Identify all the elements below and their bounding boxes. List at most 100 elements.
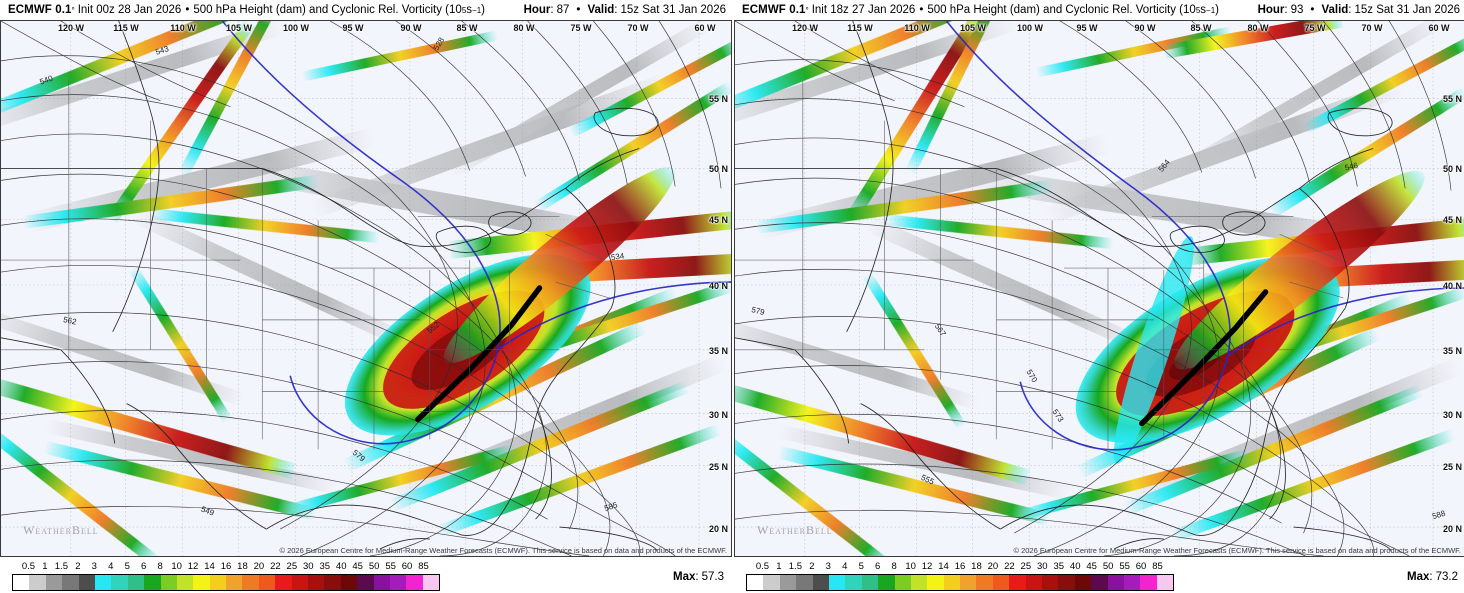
colorbar-tick-label: 2 [75, 561, 81, 572]
svg-text:543: 543 [154, 44, 170, 57]
colorbar-swatch [62, 575, 79, 590]
colorbar-tick-label: 55 [1119, 561, 1130, 572]
colorbar-swatch [1156, 575, 1174, 590]
header-validity-left: Hour: 87 • Valid: 15z Sat 31 Jan 2026 [523, 4, 727, 16]
field-description-label: 500 hPa Height (dam) and Cyclonic Rel. V… [193, 4, 462, 16]
colorbar-swatch [747, 575, 764, 590]
colorbar-swatch [406, 575, 423, 590]
field-unit: s [1200, 4, 1207, 16]
init-time-label: Init 00z 28 Jan 2026 [77, 4, 182, 16]
colorbar-swatch [373, 575, 390, 590]
colorbar-tick-label: 16 [954, 561, 966, 572]
colorbar-swatch [976, 575, 993, 590]
colorbar-tick-label: 8 [157, 561, 163, 572]
colorbar-tick-label: 14 [938, 561, 949, 572]
colorbar-tick-label: 60 [1135, 561, 1147, 572]
valid-label: Valid [587, 4, 615, 16]
valid-value: 15z Sat 31 Jan 2026 [620, 4, 727, 16]
colorbar-tick-label: 4 [842, 561, 848, 572]
colorbar-tick-label: 25 [1020, 561, 1032, 572]
colorbar-tick-label: 0.5 [21, 561, 36, 572]
header-title-left: ECMWF 0.1 ° Init 00z 28 Jan 2026 • 500 hP… [8, 4, 485, 16]
colorbar-tick-label: 6 [141, 561, 147, 572]
field-paren-close: ) [1215, 4, 1219, 16]
colorbar-swatch [94, 575, 112, 590]
hour-value: 87 [556, 4, 570, 16]
colorbar-swatch [1058, 575, 1075, 590]
valid-label: Valid [1321, 4, 1349, 16]
colorbar-swatch [894, 575, 911, 590]
colorbar-swatch [1107, 575, 1124, 590]
colorbar-tick-label: 85 [418, 561, 429, 572]
colorbar-tick-label: 50 [368, 561, 380, 572]
colorbar-swatch [324, 575, 341, 590]
colorbar-swatch [1074, 575, 1092, 590]
colorbar-tick-labels: 0.5 1 1.5 2 3 4 5 6 8 10 12 14 16 18 20 22 25 30 35 40 45 50 5… [746, 561, 1174, 574]
colorbar-tick-label: 0.5 [755, 561, 770, 572]
colorbar-swatch [1042, 575, 1059, 590]
field-exponent: 5 [461, 6, 467, 15]
panel-header-left: ECMWF 0.1 ° Init 00z 28 Jan 2026 • 500 hP… [0, 0, 732, 20]
colorbar-swatch [111, 575, 128, 590]
svg-text:588: 588 [1431, 509, 1447, 521]
map-view-left[interactable]: 543 540 528 534 562 579 585 552 549 120 … [0, 20, 732, 557]
max-value: 73.2 [1435, 571, 1458, 583]
svg-text:549: 549 [200, 505, 216, 518]
colorbar-swatch [763, 575, 780, 590]
field-unit: s [466, 4, 473, 16]
colorbar-tick-label: 1 [776, 561, 782, 572]
header-bullet-1: • [919, 4, 924, 16]
colorbar-swatch [861, 575, 879, 590]
colorbar-tick-label: 5 [124, 561, 130, 572]
colorbar-tick-label: 1 [42, 561, 48, 572]
colorbar-swatch [144, 575, 161, 590]
colorbar-tick-label: 22 [270, 561, 281, 572]
forecast-panel-right: ECMWF 0.1 ° Init 18z 27 Jan 2026 • 500 hP… [732, 0, 1464, 593]
colorbar-tick-label: 4 [108, 561, 114, 572]
colorbar-tick-label: 8 [891, 561, 897, 572]
colorbar-strip [746, 574, 1174, 591]
colorbar-tick-label: 3 [825, 561, 831, 572]
degree-symbol: ° [71, 6, 75, 15]
colorbar-swatch [1140, 575, 1157, 590]
colorbar-tick-label: 1.5 [788, 561, 802, 572]
colorbar-area-left: 0.5 1 1.5 2 3 4 5 6 8 10 12 14 16 18 20 22 25 30 35 40 45 50 5… [0, 557, 732, 593]
colorbar-tick-label: 35 [319, 561, 331, 572]
field-unit-exponent: −1 [1206, 6, 1216, 15]
colorbar-swatch [45, 575, 63, 590]
colorbar-tick-label: 20 [253, 561, 265, 572]
colorbar-swatch [812, 575, 829, 590]
forecast-panel-left: ECMWF 0.1 ° Init 00z 28 Jan 2026 • 500 hP… [0, 0, 732, 593]
colorbar-swatch [29, 575, 46, 590]
colorbar-swatch [878, 575, 895, 590]
model-name-label: ECMWF 0.1 [742, 4, 806, 16]
colorbar-swatch [258, 575, 276, 590]
colorbar-tick-label: 16 [220, 561, 232, 572]
max-value: 57.3 [701, 571, 724, 583]
colorbar-tick-label: 30 [303, 561, 314, 572]
panel-header-right: ECMWF 0.1 ° Init 18z 27 Jan 2026 • 500 hP… [734, 0, 1464, 20]
colorbar-tick-label: 3 [91, 561, 97, 572]
map-view-right[interactable]: 564 579 567 570 573 555 546 588 120 W 11… [734, 20, 1464, 557]
colorbar-strip [12, 574, 440, 591]
field-paren-close: ) [481, 4, 485, 16]
map-render-right: 564 579 567 570 573 555 546 588 [735, 21, 1464, 556]
colorbar-swatch [927, 575, 944, 590]
colorbar-swatch [226, 575, 243, 590]
field-unit-exponent: −1 [472, 6, 482, 15]
max-label: Max [673, 571, 696, 583]
header-bullet-1: • [185, 4, 190, 16]
colorbar-swatch [943, 575, 961, 590]
valid-value: 15z Sat 31 Jan 2026 [1354, 4, 1461, 16]
colorbar-right[interactable]: 0.5 1 1.5 2 3 4 5 6 8 10 12 14 16 18 20 22 25 30 35 40 45 50 5… [746, 561, 1174, 591]
colorbar-swatch [242, 575, 259, 590]
svg-text:585: 585 [603, 500, 619, 513]
colorbar-tick-label: 40 [335, 561, 347, 572]
colorbar-tick-label: 5 [858, 561, 864, 572]
colorbar-left[interactable]: 0.5 1 1.5 2 3 4 5 6 8 10 12 14 16 18 20 22 25 30 35 40 45 50 5… [12, 561, 440, 591]
colorbar-tick-label: 22 [1004, 561, 1015, 572]
header-bullet-2: • [1310, 4, 1315, 16]
colorbar-swatch [389, 575, 407, 590]
colorbar-swatch [910, 575, 928, 590]
